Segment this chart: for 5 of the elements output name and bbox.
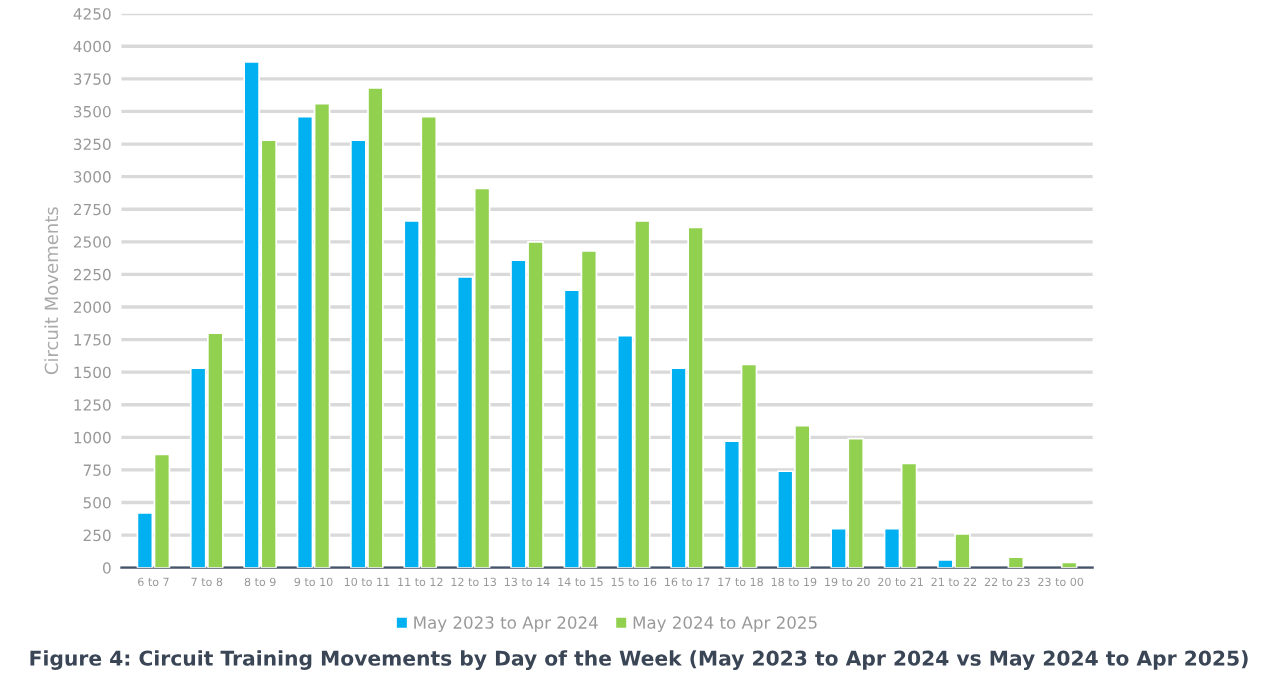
text: Figure 4: Circuit Training Movements by Day of the Week (May 2023 to Apr 2024 vs May 2024 to Apr 2025) bbox=[30, 650, 1248, 670]
legend-label: May 2023 to Apr 2024 bbox=[414, 616, 598, 633]
y-axis-title: Circuit Movements bbox=[44, 207, 59, 375]
bar bbox=[1007, 556, 1025, 568]
legend-label: May 2024 to Apr 2025 bbox=[633, 616, 817, 633]
